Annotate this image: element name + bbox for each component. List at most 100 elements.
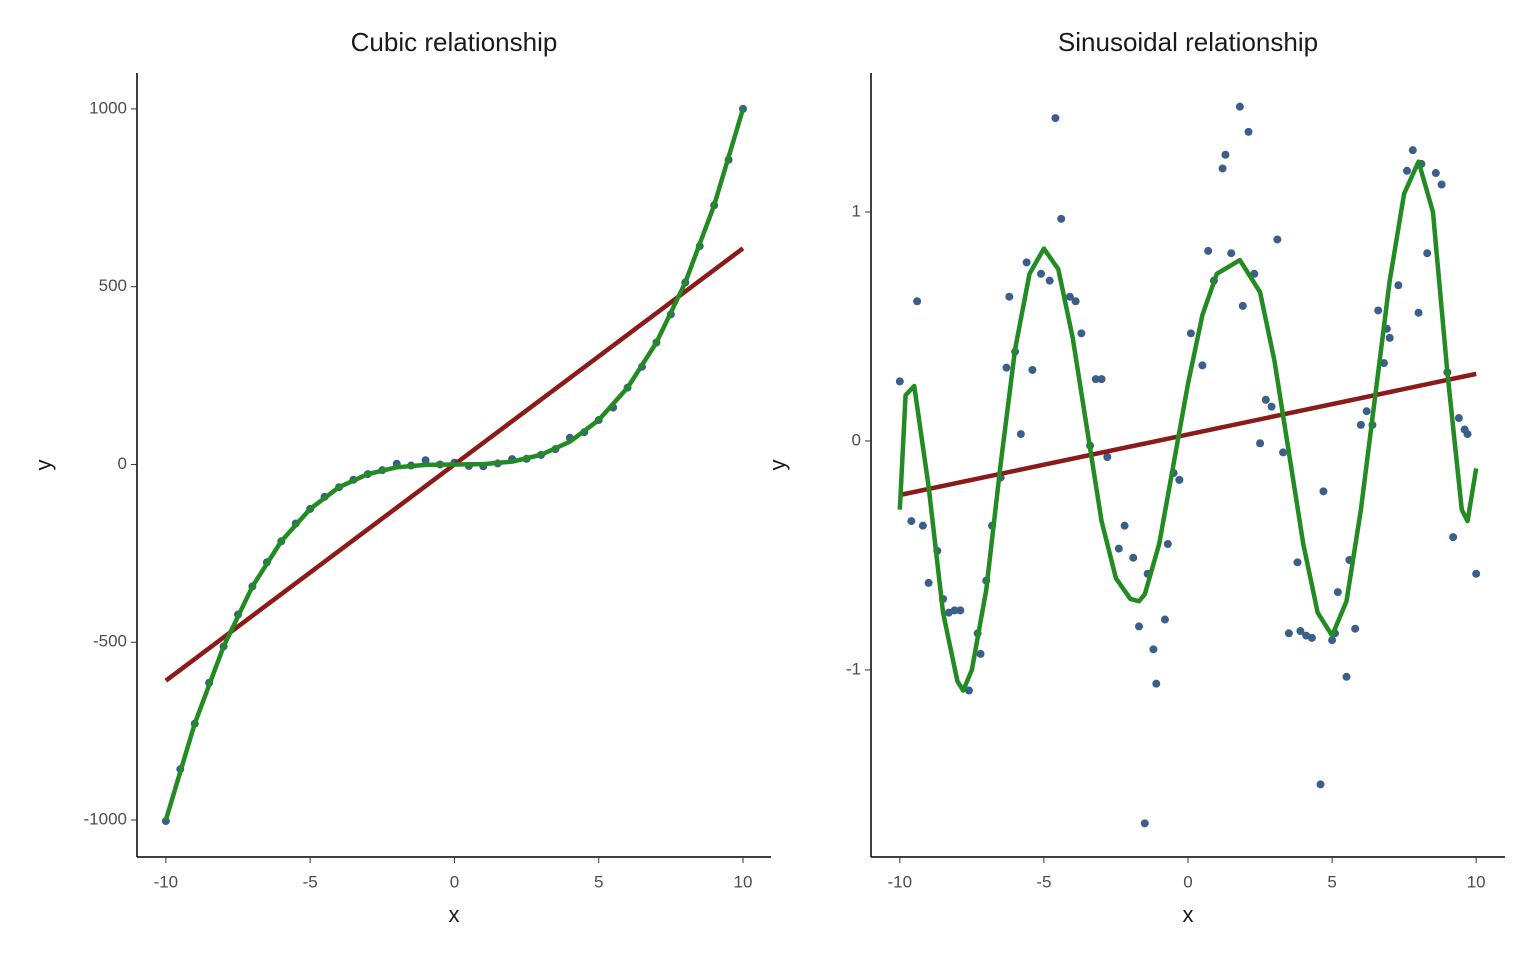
point — [1463, 430, 1472, 439]
point — [1160, 615, 1169, 624]
point — [1103, 452, 1112, 461]
y-tick-label: 0 — [118, 454, 127, 473]
x-tick-label: -10 — [888, 872, 913, 891]
chart-title: Sinusoidal relationship — [1058, 27, 1318, 57]
point — [1022, 258, 1031, 267]
point — [421, 456, 430, 465]
point — [1414, 308, 1423, 317]
point — [1296, 627, 1305, 636]
point — [1186, 329, 1195, 338]
point — [1227, 249, 1236, 258]
point — [1238, 301, 1247, 310]
point — [976, 649, 985, 658]
point — [1045, 276, 1054, 285]
x-axis-title: x — [449, 902, 460, 927]
point — [1449, 533, 1458, 542]
point — [1135, 622, 1144, 631]
point — [1065, 292, 1074, 301]
point — [1028, 365, 1037, 374]
chart-title: Cubic relationship — [351, 27, 558, 57]
point — [1293, 558, 1302, 567]
point — [1342, 672, 1351, 681]
point — [1408, 146, 1417, 155]
point — [1319, 487, 1328, 496]
x-tick-label: 5 — [594, 872, 603, 891]
point — [913, 297, 922, 306]
point — [964, 686, 973, 695]
point — [1273, 235, 1282, 244]
point — [1016, 430, 1025, 439]
point — [1114, 544, 1123, 553]
point — [1394, 281, 1403, 290]
y-tick-label: -1000 — [84, 810, 127, 829]
point — [1163, 539, 1172, 548]
point — [1140, 819, 1149, 828]
point — [1374, 306, 1383, 315]
point — [1379, 359, 1388, 368]
point — [956, 606, 965, 615]
x-tick-label: -10 — [154, 872, 179, 891]
point — [1175, 475, 1184, 484]
point — [1437, 180, 1446, 189]
point — [1149, 645, 1158, 654]
point — [1005, 292, 1014, 301]
x-tick-label: 10 — [1467, 872, 1486, 891]
point — [1385, 333, 1394, 342]
point — [950, 606, 959, 615]
x-tick-label: -5 — [1036, 872, 1051, 891]
point — [1356, 420, 1365, 429]
point — [1244, 127, 1253, 136]
point — [1403, 166, 1412, 175]
point — [1152, 679, 1161, 688]
x-tick-label: 10 — [734, 872, 753, 891]
point — [1316, 780, 1325, 789]
point — [1071, 297, 1080, 306]
point — [1077, 329, 1086, 338]
point — [918, 521, 927, 530]
y-tick-label: -1 — [846, 659, 861, 678]
point — [1221, 150, 1230, 159]
point — [1198, 361, 1207, 370]
x-axis-title: x — [1183, 902, 1194, 927]
y-tick-label: 1000 — [89, 98, 127, 117]
point — [1051, 114, 1060, 123]
point — [1120, 521, 1129, 530]
point — [1204, 246, 1213, 255]
point — [1057, 214, 1066, 223]
point — [1307, 633, 1316, 642]
point — [1002, 363, 1011, 372]
point — [1431, 169, 1440, 178]
point — [1267, 402, 1276, 411]
point — [1472, 569, 1481, 578]
y-axis-title: y — [765, 460, 790, 471]
point — [895, 377, 904, 386]
point — [1279, 448, 1288, 457]
point — [1218, 164, 1227, 173]
point — [1284, 629, 1293, 638]
x-tick-label: 5 — [1327, 872, 1336, 891]
point — [1129, 553, 1138, 562]
y-tick-label: 500 — [99, 276, 127, 295]
point — [1261, 395, 1270, 404]
point — [907, 517, 916, 526]
fit-line — [897, 159, 1479, 693]
x-tick-label: 0 — [450, 872, 459, 891]
fit-line — [899, 371, 1477, 498]
point — [1333, 588, 1342, 597]
point — [924, 578, 933, 587]
point — [1454, 414, 1463, 423]
point — [1037, 269, 1046, 278]
y-tick-label: 0 — [852, 430, 861, 449]
x-tick-label: 0 — [1183, 872, 1192, 891]
point — [1235, 102, 1244, 111]
point — [1256, 439, 1265, 448]
point — [1091, 375, 1100, 384]
point — [1351, 624, 1360, 633]
point — [1097, 375, 1106, 384]
point — [1328, 636, 1337, 645]
y-axis-title: y — [31, 460, 56, 471]
x-tick-label: -5 — [303, 872, 318, 891]
fit-line — [163, 108, 746, 821]
